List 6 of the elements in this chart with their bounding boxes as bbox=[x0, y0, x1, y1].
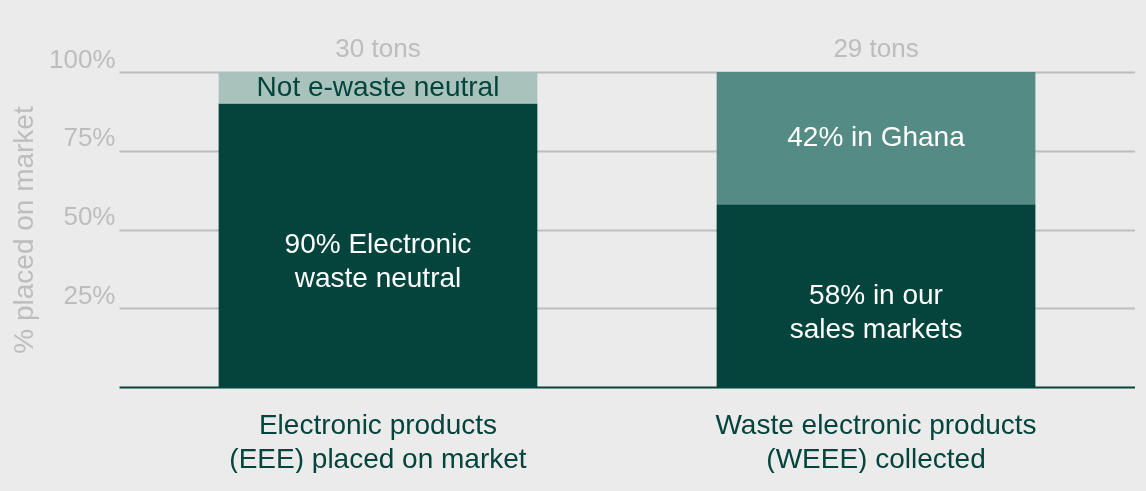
data-label: 58% in our sales markets bbox=[789, 278, 963, 344]
x-tick-label: Electronic products (EEE) placed on market bbox=[229, 408, 527, 474]
data-label: 90% Electronic waste neutral bbox=[284, 228, 472, 294]
data-label: 42% in Ghana bbox=[787, 121, 966, 153]
data-label: Not e-waste neutral bbox=[256, 70, 500, 102]
x-tick-label: Waste electronic products (WEEE) collected bbox=[715, 408, 1037, 474]
